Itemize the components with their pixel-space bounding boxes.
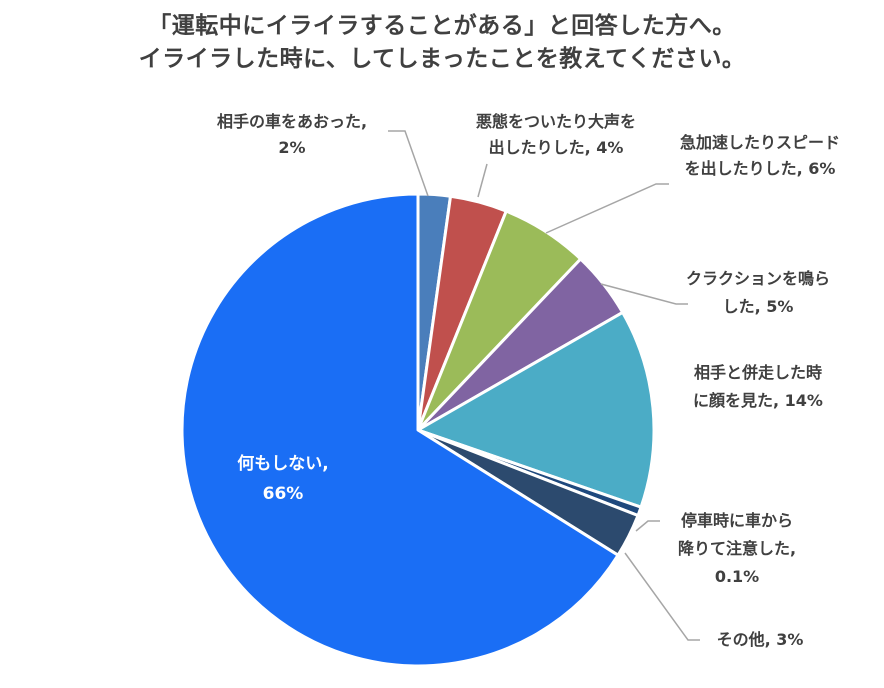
- label-other: その他, 3%: [717, 630, 804, 649]
- leader-line: [635, 520, 660, 532]
- leader-lines: [388, 130, 700, 641]
- chart-title-line2: イライラした時に、してしまったことを教えてください。: [138, 46, 746, 72]
- label-cursed: 悪態をついたり大声を出したりした, 4%: [476, 112, 636, 157]
- chart-title: 「運転中にイライラすることがある」と回答した方へ。 イライラした時に、してしまっ…: [0, 10, 884, 76]
- leader-line: [477, 163, 488, 198]
- label-line: 急加速したりスピード: [680, 133, 840, 152]
- leader-line: [545, 183, 669, 234]
- label-did-nothing: 何もしない, 66%: [237, 453, 328, 504]
- pie-slices: [180, 192, 656, 668]
- label-tailgated: 相手の車をあおった, 2%: [217, 112, 367, 157]
- label-line: 出したりした, 4%: [489, 138, 624, 157]
- label-line: に顔を見た, 14%: [693, 391, 823, 410]
- label-line: 停車時に車から: [681, 511, 793, 530]
- chart-title-line1: 「運転中にイライラすることがある」と回答した方へ。: [148, 13, 736, 39]
- slice-did-nothing: [180, 192, 620, 668]
- leader-line: [624, 552, 700, 641]
- slice-stared: [416, 310, 656, 509]
- leader-line: [388, 130, 429, 197]
- label-honked: クラクションを鳴らした, 5%: [686, 269, 830, 316]
- label-stared: 相手と併走した時に顔を見た, 14%: [693, 363, 823, 410]
- data-labels: 相手の車をあおった, 2% 悪態をついたり大声を出したりした, 4% 急加速したりスピ…: [217, 112, 840, 649]
- label-line: 66%: [263, 484, 304, 504]
- label-got-out: 停車時に車から降りて注意した, 0.1%: [678, 511, 796, 586]
- label-line: 降りて注意した,: [678, 539, 796, 558]
- label-line: 2%: [278, 138, 305, 157]
- label-line: 相手と併走した時: [694, 363, 822, 382]
- leader-line: [600, 283, 688, 305]
- label-line: 何もしない,: [237, 453, 328, 474]
- label-line: 悪態をついたり大声を: [476, 112, 636, 131]
- label-line: その他, 3%: [717, 630, 804, 649]
- label-line: 相手の車をあおった,: [217, 112, 367, 131]
- label-line: クラクションを鳴ら: [686, 269, 830, 288]
- label-line: 0.1%: [715, 567, 759, 586]
- label-line: した, 5%: [723, 297, 794, 316]
- label-sped-up: 急加速したりスピードを出したりした, 6%: [680, 133, 840, 178]
- label-line: を出したりした, 6%: [685, 159, 836, 178]
